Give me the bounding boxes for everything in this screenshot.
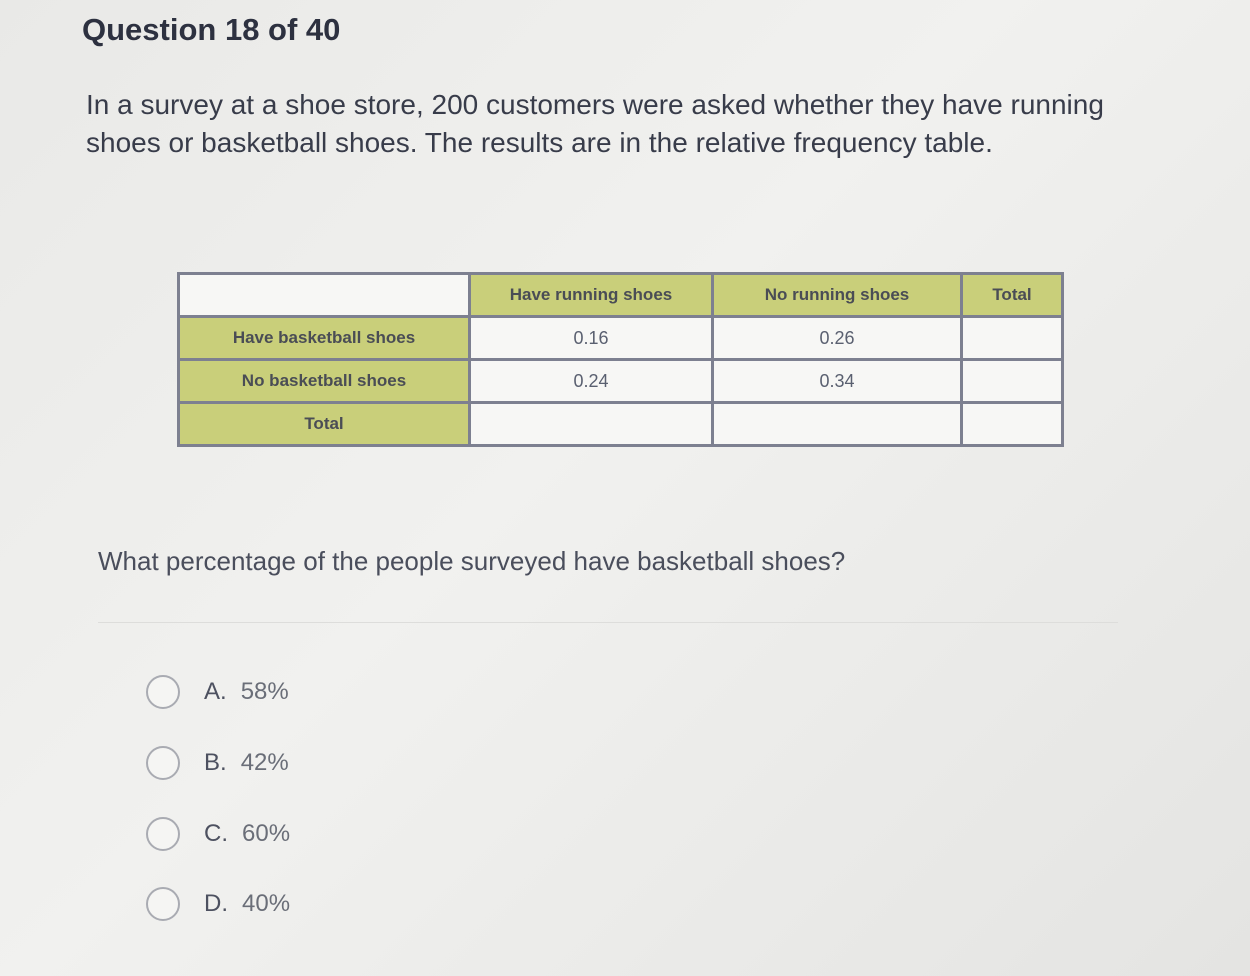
table-corner-cell xyxy=(177,272,471,318)
table-cell xyxy=(960,401,1064,447)
table-cell xyxy=(960,358,1064,404)
table-cell xyxy=(468,401,714,447)
option-letter: A. xyxy=(204,678,227,705)
option-b[interactable]: B. 42% xyxy=(146,746,289,780)
option-d[interactable]: D. 40% xyxy=(146,887,290,921)
radio-button[interactable] xyxy=(146,675,180,709)
question-prompt: In a survey at a shoe store, 200 custome… xyxy=(86,89,1104,158)
column-header: No running shoes xyxy=(711,272,963,318)
option-value: 42% xyxy=(240,749,289,776)
row-header: Have basketball shoes xyxy=(177,315,471,361)
table-cell: 0.34 xyxy=(711,358,963,404)
divider xyxy=(98,622,1118,623)
table-cell xyxy=(960,315,1064,361)
table-cell: 0.24 xyxy=(468,358,714,404)
radio-button[interactable] xyxy=(146,887,180,921)
option-letter: B. xyxy=(204,749,227,776)
radio-button[interactable] xyxy=(146,746,180,780)
table-header-row: Have running shoes No running shoes Tota… xyxy=(177,272,1064,318)
option-c[interactable]: C. 60% xyxy=(146,817,290,851)
option-a[interactable]: A. 58% xyxy=(146,675,289,709)
column-header: Total xyxy=(960,272,1064,318)
table-cell: 0.16 xyxy=(468,315,714,361)
row-header: Total xyxy=(177,401,471,447)
table-row: Have basketball shoes 0.16 0.26 xyxy=(177,315,1064,361)
table-cell xyxy=(711,401,963,447)
table-row: No basketball shoes 0.24 0.34 xyxy=(177,358,1064,404)
row-header: No basketball shoes xyxy=(177,358,471,404)
option-letter: C. xyxy=(204,820,228,847)
option-letter: D. xyxy=(204,890,228,917)
relative-frequency-table: Have running shoes No running shoes Tota… xyxy=(177,272,1064,447)
option-value: 58% xyxy=(240,678,289,705)
radio-button[interactable] xyxy=(146,817,180,851)
option-value: 60% xyxy=(242,820,291,847)
option-value: 40% xyxy=(242,890,291,917)
table-cell: 0.26 xyxy=(711,315,963,361)
column-header: Have running shoes xyxy=(468,272,714,318)
table-row: Total xyxy=(177,401,1064,447)
question-text: What percentage of the people surveyed h… xyxy=(98,546,846,576)
question-counter: Question 18 of 40 xyxy=(82,12,341,47)
